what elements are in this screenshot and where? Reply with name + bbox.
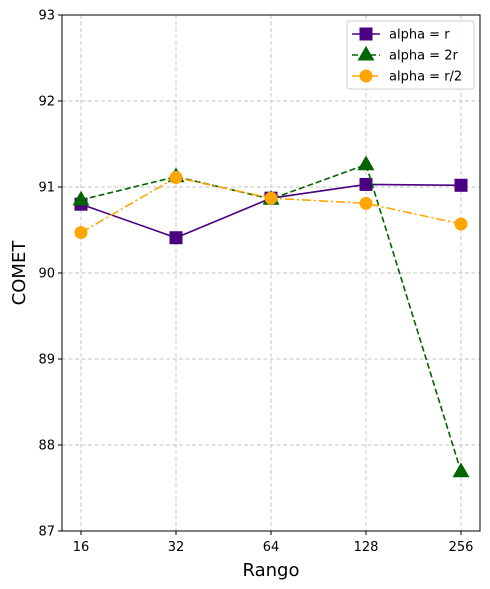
legend-marker <box>359 69 373 83</box>
x-tick-label: 16 <box>73 540 90 555</box>
x-tick-label: 64 <box>263 540 280 555</box>
data-point <box>454 178 468 192</box>
data-point <box>74 226 88 240</box>
y-tick-label: 91 <box>38 181 55 196</box>
data-point <box>452 462 470 478</box>
legend-box <box>346 20 475 90</box>
legend-marker <box>357 45 375 61</box>
series-line <box>80 163 462 472</box>
legend-label: alpha = 2r <box>389 49 458 64</box>
legend-marker <box>359 27 373 41</box>
axis-ticks: 16 32 64 128 256 87 88 89 90 91 92 93 <box>38 9 473 556</box>
data-point <box>454 217 468 231</box>
y-tick-label: 90 <box>38 267 55 282</box>
y-tick-label: 89 <box>38 353 55 368</box>
legend: alpha = r alpha = 2r alpha = r/2 <box>346 20 475 90</box>
data-point <box>359 196 373 210</box>
legend-item: alpha = r/2 <box>352 69 462 85</box>
y-tick-label: 87 <box>38 525 55 540</box>
legend-item: alpha = r <box>352 27 450 43</box>
data-point <box>357 155 375 171</box>
x-axis-label: Rango <box>243 560 300 581</box>
series-layer <box>72 155 470 478</box>
data-point <box>169 231 183 245</box>
y-tick-label: 88 <box>38 439 55 454</box>
data-point <box>72 190 90 206</box>
series-3 <box>74 171 468 240</box>
data-point <box>264 191 278 205</box>
legend-item: alpha = 2r <box>352 45 458 64</box>
legend-label: alpha = r/2 <box>389 70 462 85</box>
x-tick-label: 256 <box>449 540 474 555</box>
legend-label: alpha = r <box>389 28 450 43</box>
y-axis-label: COMET <box>9 240 30 306</box>
x-tick-label: 128 <box>354 540 379 555</box>
y-tick-label: 92 <box>38 95 55 110</box>
data-point <box>359 177 373 191</box>
grid <box>62 14 480 532</box>
x-tick-label: 32 <box>168 540 185 555</box>
data-point <box>169 171 183 185</box>
y-tick-label: 93 <box>38 9 55 24</box>
